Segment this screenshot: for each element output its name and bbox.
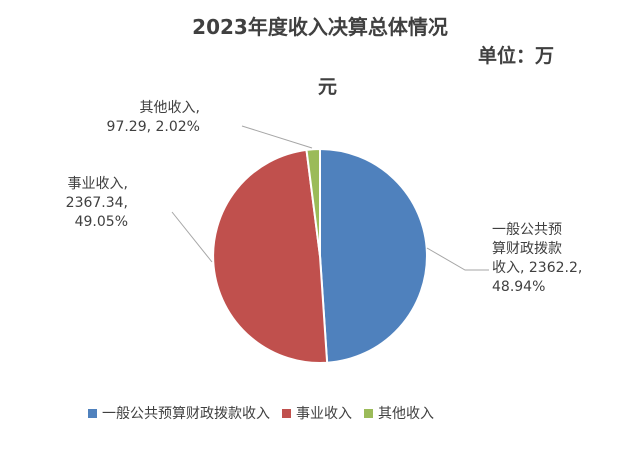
legend-label: 事业收入 — [296, 406, 352, 422]
data-label-line: 48.94% — [492, 279, 545, 295]
legend-swatch — [88, 409, 97, 418]
legend-item: 其他收入 — [364, 406, 434, 422]
data-label-line: 97.29, 2.02% — [107, 119, 200, 135]
legend-item: 事业收入 — [282, 406, 352, 422]
data-label-line: 收入, 2362.2, — [492, 260, 582, 276]
unit-label-line1: 单位：万 — [478, 44, 554, 67]
legend-swatch — [282, 409, 291, 418]
leader-line — [426, 247, 489, 271]
legend-label: 一般公共预算财政拨款收入 — [102, 406, 270, 422]
legend-swatch — [364, 409, 373, 418]
data-label-line: 其他收入, — [140, 100, 200, 116]
label-business-income: 事业收入, 2367.34, 49.05% — [66, 176, 128, 230]
legend-label: 其他收入 — [378, 406, 434, 422]
leader-lines — [171, 125, 489, 271]
label-other-income: 其他收入, 97.29, 2.02% — [107, 100, 200, 135]
data-label-line: 算财政拨款 — [492, 241, 562, 257]
legend-item: 一般公共预算财政拨款收入 — [88, 406, 270, 422]
slice-general-budget — [319, 147, 428, 364]
slice-business-income — [212, 148, 329, 364]
chart-title: 2023年度收入决算总体情况 — [192, 15, 448, 39]
data-label-line: 事业收入, — [68, 176, 128, 192]
leader-line — [171, 211, 213, 263]
legend: 一般公共预算财政拨款收入 事业收入 其他收入 — [88, 406, 434, 422]
data-label-line: 一般公共预 — [492, 222, 562, 238]
data-label-line: 49.05% — [75, 214, 128, 230]
pie-slices — [212, 147, 428, 364]
data-labels: 一般公共预算财政拨款收入, 2362.2, 48.94% 事业收入, 2367.34,… — [66, 100, 583, 295]
label-general-budget: 一般公共预算财政拨款收入, 2362.2, 48.94% — [492, 222, 582, 295]
leader-line — [241, 125, 313, 149]
slice-other-income — [305, 147, 321, 257]
unit-label-line2: 元 — [318, 76, 337, 98]
data-label-line: 2367.34, — [66, 195, 128, 211]
